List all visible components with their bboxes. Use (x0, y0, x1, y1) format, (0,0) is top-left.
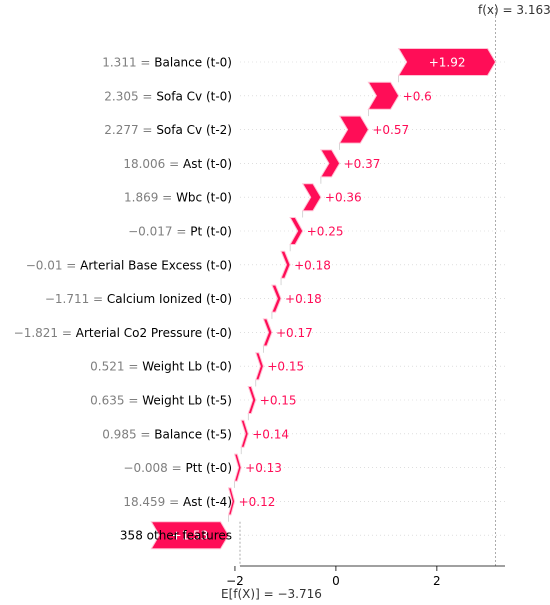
feature-name: Ast (t-4) (183, 495, 232, 509)
feature-value: −0.01 = (26, 258, 80, 272)
bar-value-label: +0.17 (276, 326, 313, 340)
x-tick-label: 0 (332, 574, 340, 588)
bar-value-label: +1.92 (429, 56, 466, 70)
bar-value-label: +0.15 (260, 394, 297, 408)
feature-label: 2.305 = Sofa Cv (t-0) (104, 89, 232, 103)
bar (301, 183, 322, 212)
bar (367, 81, 400, 110)
bar-value-label: +0.12 (239, 495, 276, 509)
bars-layer (150, 48, 497, 550)
feature-label: −0.008 = Ptt (t-0) (123, 461, 232, 475)
bar (227, 487, 236, 516)
feature-name: Sofa Cv (t-2) (156, 123, 232, 137)
feature-name: Arterial Base Excess (t-0) (80, 258, 232, 272)
bar-value-label: +0.15 (267, 360, 304, 374)
feature-value: 1.869 = (124, 191, 176, 205)
bar-value-label: +0.6 (403, 89, 432, 103)
feature-name: Balance (t-0) (154, 56, 232, 70)
feature-name: Weight Lb (t-5) (142, 394, 232, 408)
feature-label: −0.01 = Arterial Base Excess (t-0) (26, 258, 232, 272)
x-axis: −2 0 2 (226, 565, 505, 588)
feature-label: 2.277 = Sofa Cv (t-2) (104, 123, 232, 137)
feature-value: 2.305 = (104, 89, 156, 103)
bar-value-label: +0.37 (344, 157, 381, 171)
bar-value-label: +0.36 (325, 191, 362, 205)
feature-label: −0.017 = Pt (t-0) (128, 225, 232, 239)
feature-value: −0.008 = (123, 461, 185, 475)
bar-value-label: +0.18 (285, 292, 322, 306)
feature-label: 0.521 = Weight Lb (t-0) (90, 360, 232, 374)
feature-name: Pt (t-0) (190, 225, 232, 239)
bar (320, 149, 341, 178)
bar (289, 217, 304, 245)
row-gridlines (240, 61, 505, 536)
bar-value-label: +0.18 (294, 258, 331, 272)
feature-label: 1.311 = Balance (t-0) (102, 56, 232, 70)
feature-value: −1.711 = (45, 292, 107, 306)
feature-label: −1.821 = Arterial Co2 Pressure (t-0) (14, 326, 232, 340)
bar-value-label: +0.57 (372, 123, 409, 137)
bar (233, 453, 242, 482)
feature-label: 358 other features (120, 529, 232, 543)
feature-value: −1.821 = (14, 326, 76, 340)
bar (150, 521, 230, 550)
output-value-label: f(x) = 3.163 (478, 3, 550, 17)
bar (271, 284, 282, 313)
feature-value: 18.006 = (123, 157, 183, 171)
feature-label: 18.006 = Ast (t-0) (123, 157, 232, 171)
feature-name: Arterial Co2 Pressure (t-0) (76, 326, 232, 340)
feature-name: Ast (t-0) (183, 157, 232, 171)
feature-value: 0.635 = (90, 394, 142, 408)
x-tick-label: 2 (433, 574, 441, 588)
feature-name: Ptt (t-0) (186, 461, 233, 475)
bar (247, 386, 257, 414)
feature-name: Balance (t-5) (154, 427, 232, 441)
feature-labels: +1.92 1.311 = Balance (t-0) +0.6 2.305 = So… (14, 56, 466, 543)
bar (397, 48, 497, 76)
feature-label: −1.711 = Calcium Ionized (t-0) (45, 292, 232, 306)
feature-name: Calcium Ionized (t-0) (107, 292, 232, 306)
bar (255, 352, 264, 381)
feature-label: 0.985 = Balance (t-5) (102, 427, 232, 441)
feature-value: 0.985 = (102, 427, 154, 441)
feature-label: 18.459 = Ast (t-4) (123, 495, 232, 509)
feature-name: Sofa Cv (t-0) (156, 89, 232, 103)
base-value-label: E[f(X)] = −3.716 (221, 587, 322, 601)
reference-lines (228, 4, 496, 566)
feature-value: 0.521 = (90, 360, 142, 374)
bar (338, 115, 369, 144)
bar (280, 250, 291, 279)
bar-value-label: +0.14 (252, 427, 289, 441)
feature-value: −0.017 = (128, 225, 190, 239)
feature-name: 358 other features (120, 529, 232, 543)
bar-value-label: +1.53 (172, 529, 209, 543)
bar-value-label: +0.13 (245, 461, 282, 475)
x-tick-label: −2 (226, 574, 244, 588)
bar-value-label: +0.25 (307, 225, 344, 239)
feature-name: Weight Lb (t-0) (142, 360, 232, 374)
feature-value: 2.277 = (104, 123, 156, 137)
feature-value: 1.311 = (102, 56, 154, 70)
feature-label: 1.869 = Wbc (t-0) (124, 191, 232, 205)
feature-value: 18.459 = (123, 495, 183, 509)
feature-label: 0.635 = Weight Lb (t-5) (90, 394, 232, 408)
feature-name: Wbc (t-0) (176, 191, 232, 205)
bar (240, 419, 249, 448)
bar (262, 318, 273, 347)
